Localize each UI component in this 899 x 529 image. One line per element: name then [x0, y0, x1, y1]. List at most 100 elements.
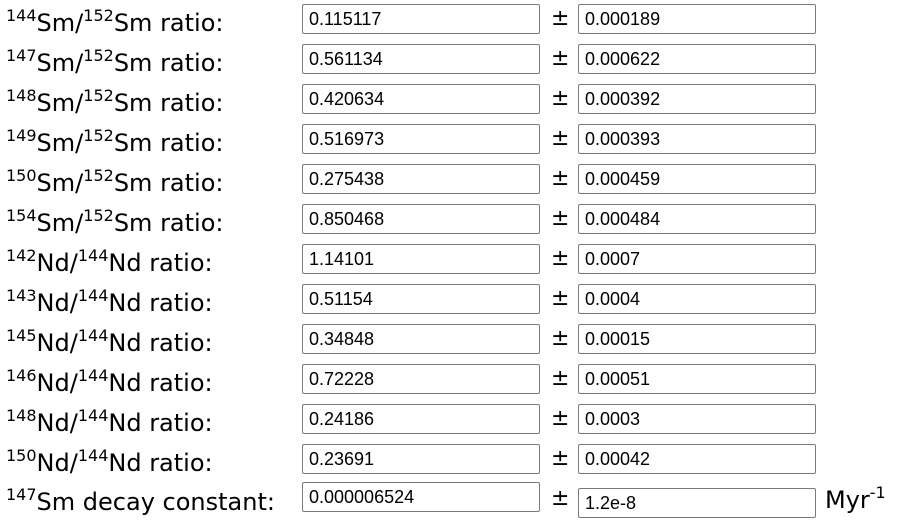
denominator-mass: 152: [83, 6, 114, 25]
numerator-mass: 147: [6, 46, 37, 65]
ratio-error-input[interactable]: [578, 204, 816, 234]
numerator-element: Nd: [36, 409, 70, 437]
slash: /: [75, 49, 84, 77]
ratio-value-input[interactable]: [302, 324, 540, 354]
ratio-label: 142Nd/144Nd ratio:: [6, 246, 213, 280]
ratio-row-149sm: 149Sm/152Sm ratio:±: [0, 120, 899, 160]
ratio-error-input[interactable]: [578, 164, 816, 194]
ratio-label: 150Nd/144Nd ratio:: [6, 446, 213, 480]
denominator-element: Sm: [113, 209, 153, 237]
ratio-suffix: ratio:: [141, 289, 213, 317]
ratio-error-input[interactable]: [578, 404, 816, 434]
plus-minus-sign: ±: [551, 206, 570, 231]
denominator-mass: 152: [83, 206, 114, 225]
slash: /: [75, 169, 84, 197]
numerator-mass: 148: [6, 86, 37, 105]
ratio-error-input[interactable]: [578, 364, 816, 394]
ratio-row-143nd: 143Nd/144Nd ratio:±: [0, 280, 899, 320]
ratio-value-input[interactable]: [302, 164, 540, 194]
ratio-value-input[interactable]: [302, 84, 540, 114]
denominator-element: Nd: [108, 409, 142, 437]
ratio-suffix: ratio:: [152, 169, 224, 197]
numerator-element: Sm: [36, 89, 76, 117]
plus-minus-sign: ±: [551, 166, 570, 191]
denominator-element: Nd: [108, 329, 142, 357]
ratio-error-input[interactable]: [578, 4, 816, 34]
ratio-suffix: ratio:: [152, 129, 224, 157]
denominator-mass: 144: [77, 326, 109, 345]
ratio-value-input[interactable]: [302, 404, 540, 434]
numerator-mass: 143: [6, 286, 37, 305]
plus-minus-sign: ±: [551, 46, 570, 71]
numerator-element: Sm: [36, 49, 76, 77]
plus-minus-sign: ±: [551, 406, 570, 431]
slash: /: [69, 369, 78, 397]
slash: /: [75, 129, 84, 157]
ratio-value-input[interactable]: [302, 244, 540, 274]
numerator-element: Sm: [36, 9, 76, 37]
denominator-element: Sm: [113, 169, 153, 197]
numerator-mass: 150: [6, 446, 37, 465]
ratio-error-input[interactable]: [578, 444, 816, 474]
numerator-element: Nd: [36, 329, 70, 357]
decay-constant-error-input[interactable]: [578, 488, 816, 518]
slash: /: [75, 89, 84, 117]
denominator-mass: 144: [77, 286, 109, 305]
ratio-label: 143Nd/144Nd ratio:: [6, 286, 213, 320]
ratio-error-input[interactable]: [578, 84, 816, 114]
denominator-element: Nd: [108, 289, 142, 317]
ratio-suffix: ratio:: [141, 449, 213, 477]
ratio-error-input[interactable]: [578, 124, 816, 154]
numerator-mass: 154: [6, 206, 37, 225]
slash: /: [69, 409, 78, 437]
ratio-row-150nd: 150Nd/144Nd ratio:±: [0, 440, 899, 480]
ratio-value-input[interactable]: [302, 44, 540, 74]
ratio-row-145nd: 145Nd/144Nd ratio:±: [0, 320, 899, 360]
plus-minus-sign: ±: [551, 246, 570, 271]
ratio-value-input[interactable]: [302, 4, 540, 34]
ratio-error-input[interactable]: [578, 324, 816, 354]
ratio-row-150sm: 150Sm/152Sm ratio:±: [0, 160, 899, 200]
plus-minus-sign: ±: [551, 286, 570, 311]
unit-base: Myr: [825, 486, 870, 514]
decay-constant-input[interactable]: [302, 482, 540, 512]
numerator-mass: 144: [6, 6, 37, 25]
ratio-row-148sm: 148Sm/152Sm ratio:±: [0, 80, 899, 120]
ratio-error-input[interactable]: [578, 284, 816, 314]
ratio-row-146nd: 146Nd/144Nd ratio:±: [0, 360, 899, 400]
numerator-mass: 149: [6, 126, 37, 145]
numerator-element: Sm: [36, 209, 76, 237]
denominator-element: Nd: [108, 249, 142, 277]
denominator-element: Nd: [108, 449, 142, 477]
decay-suffix: decay constant:: [75, 488, 275, 516]
numerator-mass: 150: [6, 166, 37, 185]
ratio-row-154sm: 154Sm/152Sm ratio: ±: [0, 200, 899, 240]
ratio-suffix: ratio:: [152, 89, 224, 117]
ratio-row-147sm: 147Sm/152Sm ratio: ±: [0, 40, 899, 80]
numerator-mass: 145: [6, 326, 37, 345]
decay-constant-row: 147Sm decay constant: ± Myr-1: [0, 480, 899, 520]
ratio-value-input[interactable]: [302, 124, 540, 154]
denominator-element: Nd: [108, 369, 142, 397]
ratio-value-input[interactable]: [302, 364, 540, 394]
ratio-value-input[interactable]: [302, 284, 540, 314]
denominator-mass: 144: [77, 406, 109, 425]
ratio-label: 147Sm/152Sm ratio:: [6, 46, 224, 80]
ratio-label: 150Sm/152Sm ratio:: [6, 166, 224, 200]
decay-isotope-element: Sm: [36, 488, 76, 516]
ratio-suffix: ratio:: [141, 249, 213, 277]
denominator-mass: 152: [83, 126, 114, 145]
ratio-value-input[interactable]: [302, 204, 540, 234]
ratio-label: 154Sm/152Sm ratio:: [6, 206, 224, 240]
slash: /: [75, 9, 84, 37]
ratio-value-input[interactable]: [302, 444, 540, 474]
denominator-mass: 144: [77, 246, 109, 265]
ratio-error-input[interactable]: [578, 44, 816, 74]
denominator-element: Sm: [113, 49, 153, 77]
numerator-mass: 142: [6, 246, 37, 265]
numerator-element: Nd: [36, 369, 70, 397]
ratio-row-142nd: 142Nd/144Nd ratio:±: [0, 240, 899, 280]
ratio-error-input[interactable]: [578, 244, 816, 274]
denominator-mass: 152: [83, 46, 114, 65]
plus-minus-sign: ±: [551, 326, 570, 351]
